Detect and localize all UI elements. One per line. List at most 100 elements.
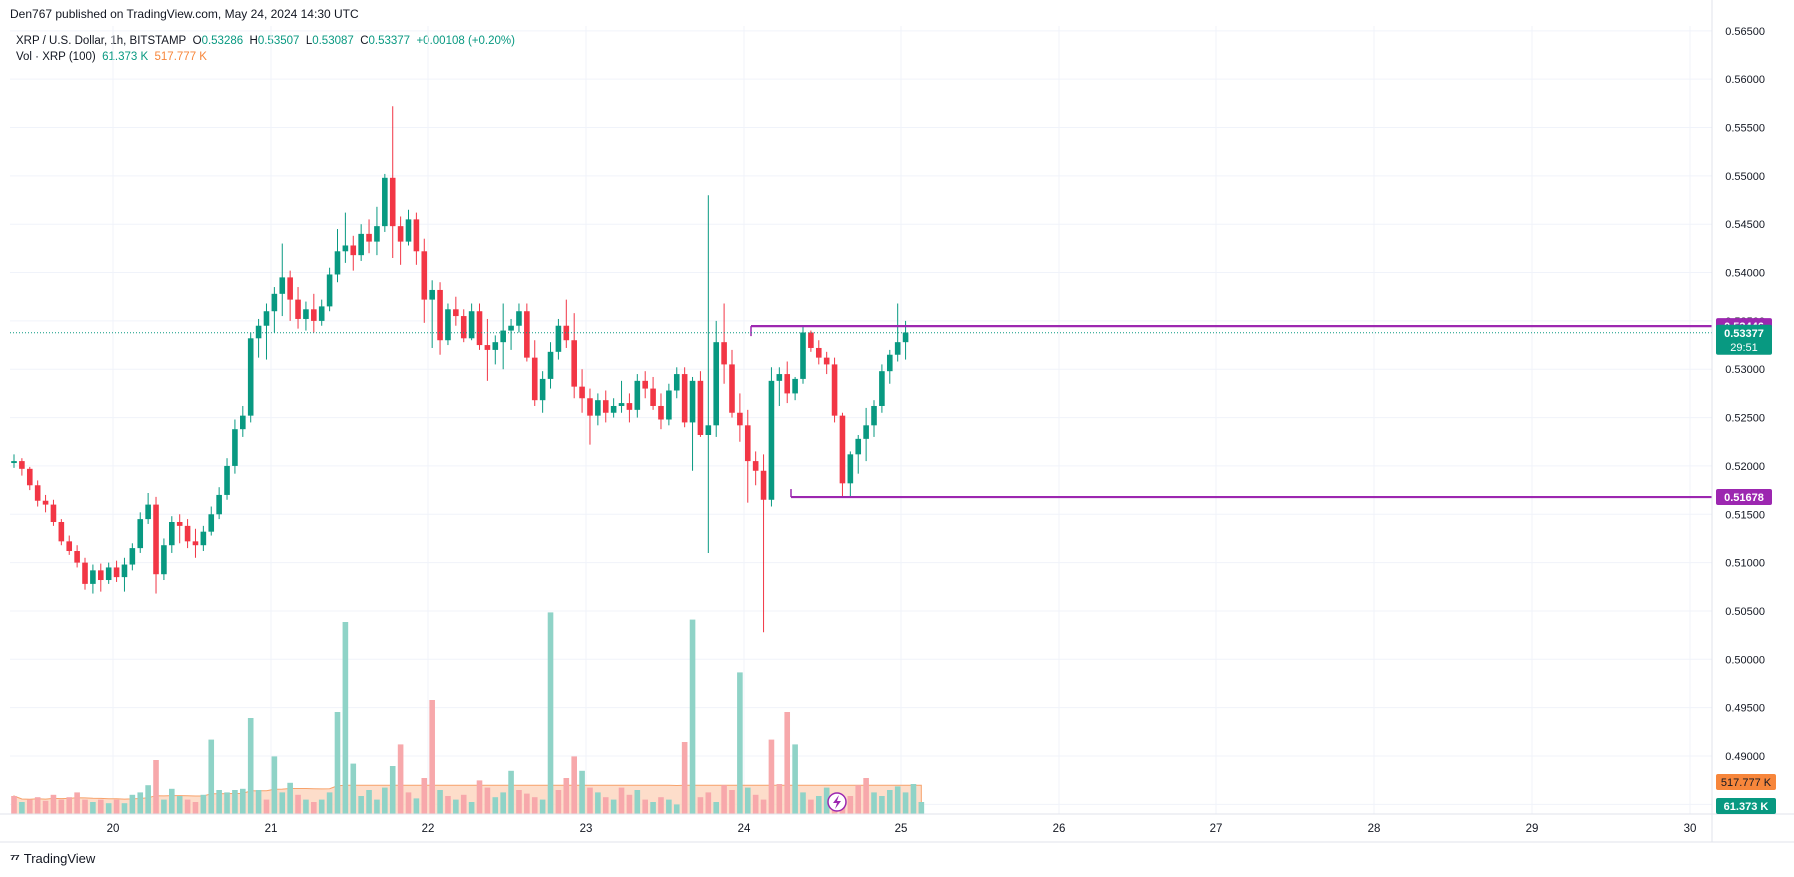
candle-body — [626, 403, 633, 410]
candle-body — [208, 514, 215, 532]
volume-bar — [886, 790, 893, 814]
candle-body — [303, 309, 309, 319]
candle-body — [752, 461, 759, 471]
candle-body — [689, 380, 696, 423]
candle-body — [366, 233, 372, 242]
price-tick-label: 0.51500 — [1725, 509, 1765, 521]
volume-bar — [208, 739, 215, 814]
volume-bar — [902, 792, 909, 814]
candle-body — [74, 551, 80, 563]
candle-body — [768, 380, 775, 500]
volume-ma-badge-label: 517.777 K — [1721, 777, 1772, 789]
candle-body — [831, 364, 838, 416]
candle-body — [721, 342, 727, 365]
candle-body — [240, 415, 246, 430]
candle-body — [571, 340, 577, 387]
candle-body — [137, 519, 144, 549]
candle-body — [342, 245, 349, 252]
volume-bar — [879, 796, 885, 814]
volume-bar — [689, 619, 696, 814]
axes: 0.56500 0.56000 0.55500 0.55000 0.54500 0.540… — [0, 0, 1794, 843]
close-value: 0.53377 — [368, 35, 411, 47]
volume-bar — [34, 797, 41, 814]
price-tick-label: 0.56000 — [1725, 74, 1765, 86]
time-tick-label: 28 — [1368, 823, 1381, 835]
candle-body — [129, 548, 136, 565]
time-tick-label: 29 — [1526, 823, 1539, 835]
price-tick-label: 0.55000 — [1725, 171, 1765, 183]
price-tick-label: 0.54000 — [1725, 268, 1765, 280]
volume-ma-badge — [1716, 774, 1776, 790]
symbol-title[interactable]: XRP / U.S. Dollar, 1h, BITSTAMP — [16, 35, 187, 47]
candle-body — [216, 494, 222, 515]
candle-body — [176, 522, 183, 526]
candle-body — [602, 400, 609, 413]
candle-body — [500, 330, 506, 343]
volume-bar — [460, 794, 467, 814]
candle-body — [666, 390, 672, 420]
candle-body — [358, 233, 364, 256]
volume-bar — [547, 612, 554, 814]
volume-bar — [658, 797, 664, 814]
price-tick-label: 0.50500 — [1725, 606, 1765, 618]
candle-body — [673, 374, 680, 391]
candle-body — [11, 461, 17, 464]
candle-body — [232, 429, 238, 466]
volume-bar — [579, 770, 585, 814]
volume-bar — [161, 799, 167, 814]
volume-bar — [697, 797, 704, 814]
volume-bar — [405, 792, 412, 814]
candle-body — [468, 311, 475, 339]
candle-body — [642, 380, 648, 389]
candle-body — [531, 357, 538, 401]
volume-bar — [776, 784, 783, 814]
candle-body — [886, 354, 893, 372]
candle-body — [658, 405, 664, 420]
volume-bar — [815, 796, 822, 814]
volume-bar — [271, 756, 278, 814]
volume-badge — [1716, 798, 1776, 814]
volume-bar — [437, 790, 443, 814]
time-tick-label: 26 — [1053, 823, 1066, 835]
time-tick-label: 27 — [1210, 823, 1223, 835]
last-price-badge — [1716, 324, 1772, 355]
volume-bar — [642, 799, 648, 814]
horizontal-levels[interactable] — [10, 325, 1712, 499]
footer-brand-text: TradingView — [23, 851, 96, 866]
lightning-icon[interactable] — [827, 792, 847, 812]
candle-body — [405, 219, 412, 242]
volume-bar — [760, 799, 767, 814]
candle-body — [145, 504, 151, 520]
volume-bar — [713, 802, 720, 814]
candle-body — [58, 522, 65, 542]
volume-badge-label: 61.373 K — [1724, 801, 1769, 813]
candle-body — [855, 438, 862, 455]
volume-bar — [358, 796, 364, 814]
candle-body — [610, 405, 617, 413]
volume-bar — [19, 802, 25, 814]
candle-body — [247, 338, 254, 416]
candle-body — [334, 251, 341, 275]
footer-brand[interactable]: ⁷⁷ TradingView — [10, 851, 95, 866]
volume-bar — [216, 790, 222, 814]
volume-bar — [681, 742, 688, 814]
candle-body — [26, 468, 33, 486]
candle-body — [326, 274, 333, 307]
level-badge-label: 0.51678 — [1724, 492, 1764, 504]
volume-bar — [200, 794, 207, 814]
volume-indicator-title[interactable]: Vol · XRP (100) — [16, 51, 96, 63]
volume-bar — [673, 804, 680, 814]
time-tick-label: 30 — [1684, 823, 1697, 835]
volume-bar — [752, 794, 759, 814]
volume-bar — [721, 785, 727, 814]
price-tick-label: 0.49500 — [1725, 703, 1765, 715]
candle-body — [263, 311, 270, 326]
volume-bar — [871, 792, 877, 814]
candle-body — [271, 293, 278, 312]
volume-bar — [26, 799, 33, 814]
volume-bar — [318, 799, 325, 814]
price-tick-label: 0.55500 — [1725, 123, 1765, 135]
volume-bar — [169, 788, 175, 814]
candle-body — [697, 380, 704, 435]
